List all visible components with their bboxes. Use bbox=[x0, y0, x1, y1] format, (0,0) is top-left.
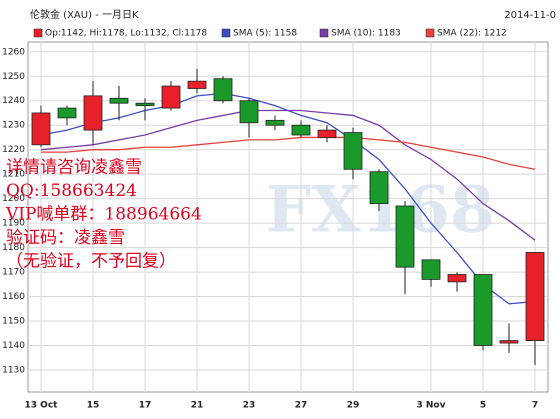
x-tick-label: 17 bbox=[139, 401, 152, 411]
legend-swatch bbox=[319, 28, 329, 38]
candle-body bbox=[499, 340, 519, 344]
x-tick-label: 3 Nov bbox=[417, 401, 446, 411]
candle-body bbox=[421, 259, 441, 280]
annotation: （无验证，不予回复） bbox=[6, 252, 176, 272]
candle-body bbox=[161, 85, 181, 109]
y-tick-label: 1190 bbox=[2, 219, 25, 229]
annotation: 详情请咨询凌鑫雪 bbox=[6, 158, 142, 178]
legend-swatch bbox=[425, 28, 435, 38]
candle-body bbox=[447, 274, 467, 283]
candle-body bbox=[317, 129, 337, 138]
candle-body bbox=[525, 252, 545, 342]
sma-line bbox=[40, 109, 536, 241]
candle-body bbox=[187, 80, 207, 89]
y-tick-label: 1240 bbox=[2, 96, 25, 106]
y-tick-label: 1200 bbox=[2, 194, 25, 204]
legend-swatch bbox=[221, 28, 231, 38]
candle-body bbox=[343, 132, 363, 170]
y-tick-label: 1170 bbox=[2, 268, 25, 278]
y-tick-label: 1220 bbox=[2, 145, 25, 155]
candle-body bbox=[83, 95, 103, 131]
x-tick-label: 7 bbox=[532, 401, 538, 411]
chart-title: 伦敦金 (XAU) - 一月日K bbox=[30, 8, 139, 21]
candle-body bbox=[473, 274, 493, 346]
x-tick-label: 21 bbox=[191, 401, 204, 411]
annotation: 验证码：凌鑫雪 bbox=[6, 228, 125, 248]
candle-body bbox=[291, 124, 311, 136]
y-tick-label: 1150 bbox=[2, 317, 25, 327]
x-tick-label: 23 bbox=[243, 401, 256, 411]
candle-body bbox=[239, 100, 259, 124]
candle-body bbox=[31, 112, 51, 146]
x-tick-label: 27 bbox=[295, 401, 308, 411]
x-tick-label: 5 bbox=[480, 401, 486, 411]
legend-ohlc: Op:1142, Hi:1178, Lo:1132, Cl:1178 bbox=[45, 29, 207, 39]
y-tick-label: 1180 bbox=[2, 243, 25, 253]
legend-swatch bbox=[33, 28, 43, 38]
candle-body bbox=[57, 107, 77, 119]
y-tick-label: 1210 bbox=[2, 170, 25, 180]
legend-entry: SMA (10): 1183 bbox=[331, 29, 401, 39]
annotation: QQ:158663424 bbox=[6, 181, 137, 201]
y-tick-label: 1140 bbox=[2, 341, 25, 351]
y-tick-label: 1260 bbox=[2, 47, 25, 57]
candle-body bbox=[109, 97, 129, 104]
y-tick-label: 1130 bbox=[2, 365, 25, 375]
candle-body bbox=[395, 205, 415, 268]
x-tick-label: 15 bbox=[87, 401, 100, 411]
annotation: VIP喊单群：188964664 bbox=[5, 205, 202, 225]
candle-body bbox=[265, 119, 285, 126]
candle-body bbox=[369, 171, 389, 204]
y-tick-label: 1230 bbox=[2, 121, 25, 131]
date-label: 2014-11-0 bbox=[504, 10, 556, 21]
candle-body bbox=[135, 102, 155, 107]
legend-entry: SMA (22): 1212 bbox=[437, 29, 507, 39]
x-tick-label: 29 bbox=[347, 401, 360, 411]
y-tick-label: 1160 bbox=[2, 292, 25, 302]
x-tick-label: 13 Oct bbox=[25, 401, 59, 411]
sma-line bbox=[41, 136, 536, 170]
y-tick-label: 1250 bbox=[2, 72, 25, 82]
candle-body bbox=[213, 78, 233, 102]
legend-entry: SMA (5): 1158 bbox=[233, 29, 297, 39]
